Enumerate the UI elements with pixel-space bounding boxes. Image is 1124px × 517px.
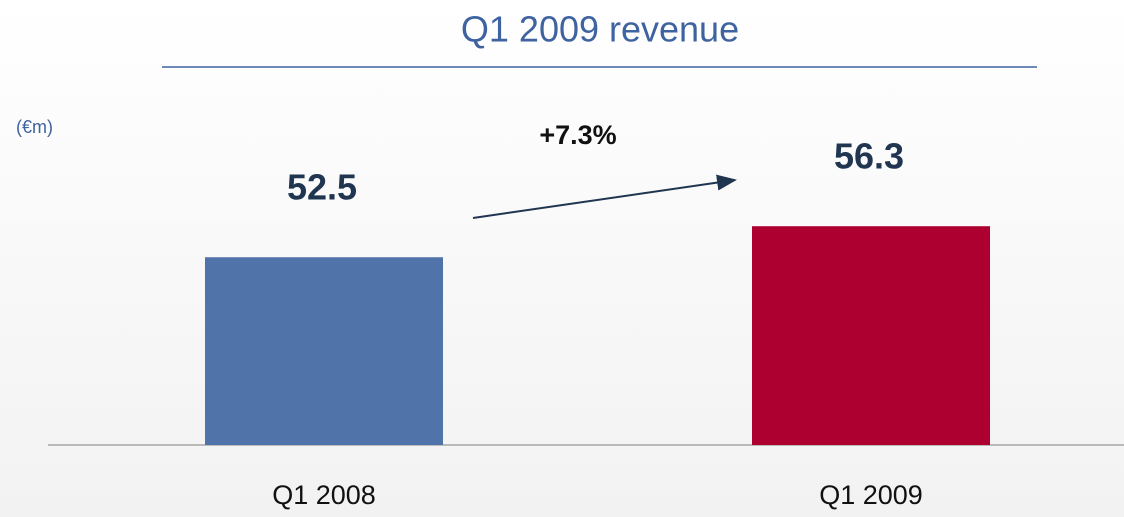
growth-arrow — [472, 174, 737, 219]
bar — [752, 226, 990, 445]
unit-label: (€m) — [16, 117, 53, 137]
annotation: +7.3% — [539, 120, 616, 150]
x-tick-label: Q1 2009 — [819, 480, 923, 510]
x-tick-label: Q1 2008 — [272, 480, 376, 510]
chart-title: Q1 2009 revenue — [461, 9, 739, 50]
data-label: 56.3 — [834, 136, 904, 177]
data-label: 52.5 — [287, 167, 357, 208]
bar — [205, 257, 443, 445]
